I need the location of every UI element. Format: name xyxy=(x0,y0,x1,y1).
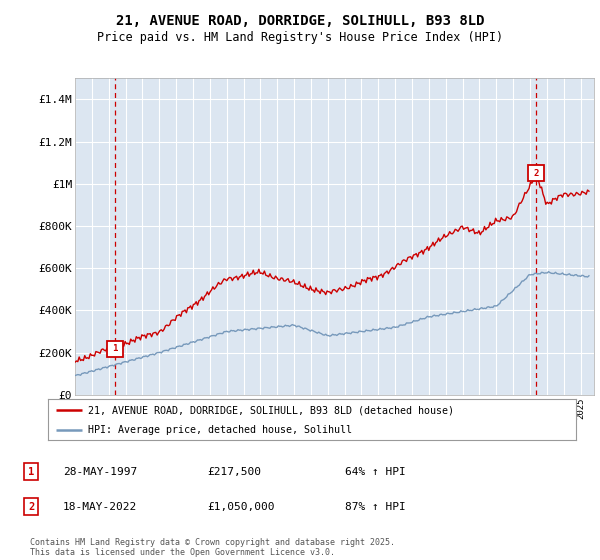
Text: £1,050,000: £1,050,000 xyxy=(207,502,275,512)
Text: Contains HM Land Registry data © Crown copyright and database right 2025.
This d: Contains HM Land Registry data © Crown c… xyxy=(30,538,395,557)
Text: 87% ↑ HPI: 87% ↑ HPI xyxy=(345,502,406,512)
Text: 28-MAY-1997: 28-MAY-1997 xyxy=(63,466,137,477)
Text: HPI: Average price, detached house, Solihull: HPI: Average price, detached house, Soli… xyxy=(88,425,352,435)
Text: 1: 1 xyxy=(112,344,118,353)
Text: £217,500: £217,500 xyxy=(207,466,261,477)
Text: 21, AVENUE ROAD, DORRIDGE, SOLIHULL, B93 8LD: 21, AVENUE ROAD, DORRIDGE, SOLIHULL, B93… xyxy=(116,14,484,28)
Text: 2: 2 xyxy=(533,169,539,178)
Text: 1: 1 xyxy=(28,466,34,477)
Text: Price paid vs. HM Land Registry's House Price Index (HPI): Price paid vs. HM Land Registry's House … xyxy=(97,31,503,44)
Text: 21, AVENUE ROAD, DORRIDGE, SOLIHULL, B93 8LD (detached house): 21, AVENUE ROAD, DORRIDGE, SOLIHULL, B93… xyxy=(88,405,454,415)
Text: 2: 2 xyxy=(28,502,34,512)
Text: 64% ↑ HPI: 64% ↑ HPI xyxy=(345,466,406,477)
Text: 18-MAY-2022: 18-MAY-2022 xyxy=(63,502,137,512)
